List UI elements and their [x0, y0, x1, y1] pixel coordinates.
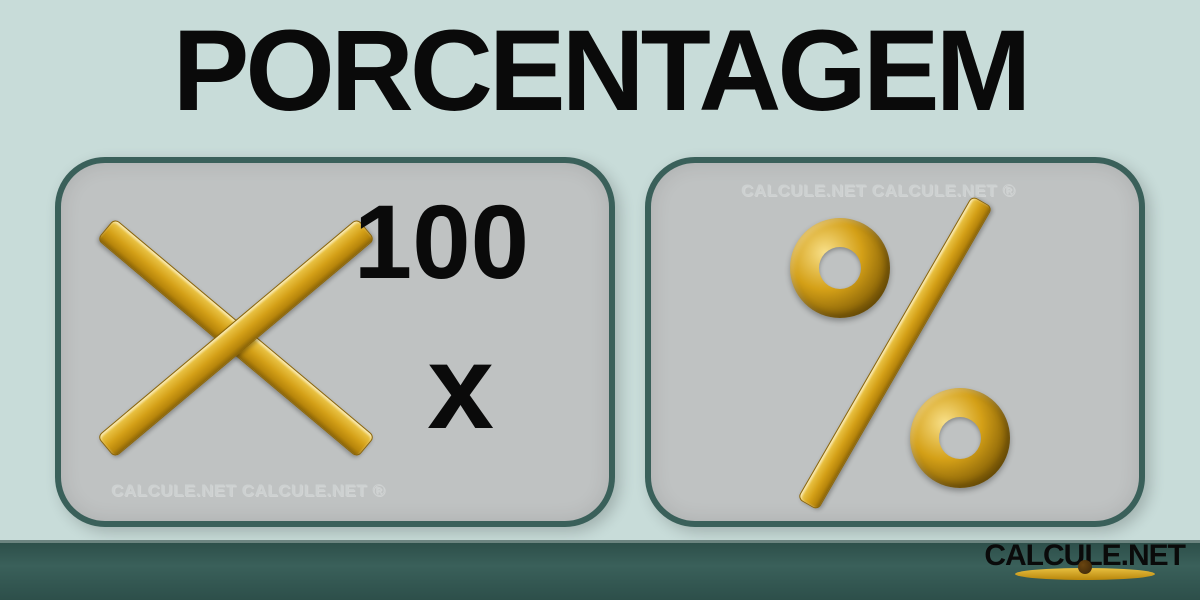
panel-percent: CALCULE.NET CALCULE.NET ® [645, 157, 1145, 527]
scale-base [1015, 568, 1155, 580]
page-title: PORCENTAGEM [0, 0, 1200, 137]
gold-percent-icon [735, 193, 1055, 513]
scale-knob [1078, 560, 1092, 574]
gold-cross-icon [106, 208, 366, 468]
percent-ring-top [790, 218, 890, 318]
panels-container: 100 x CALCULE.NET CALCULE.NET ® CALCULE.… [0, 157, 1200, 527]
watermark-left: CALCULE.NET CALCULE.NET ® [111, 481, 385, 501]
percent-ring-bottom [910, 388, 1010, 488]
variable-x-text: x [427, 318, 494, 456]
number-100-text: 100 [354, 183, 529, 303]
panel-cross-multiply: 100 x CALCULE.NET CALCULE.NET ® [55, 157, 615, 527]
brand-logo: CALCULE.NET [984, 539, 1185, 580]
